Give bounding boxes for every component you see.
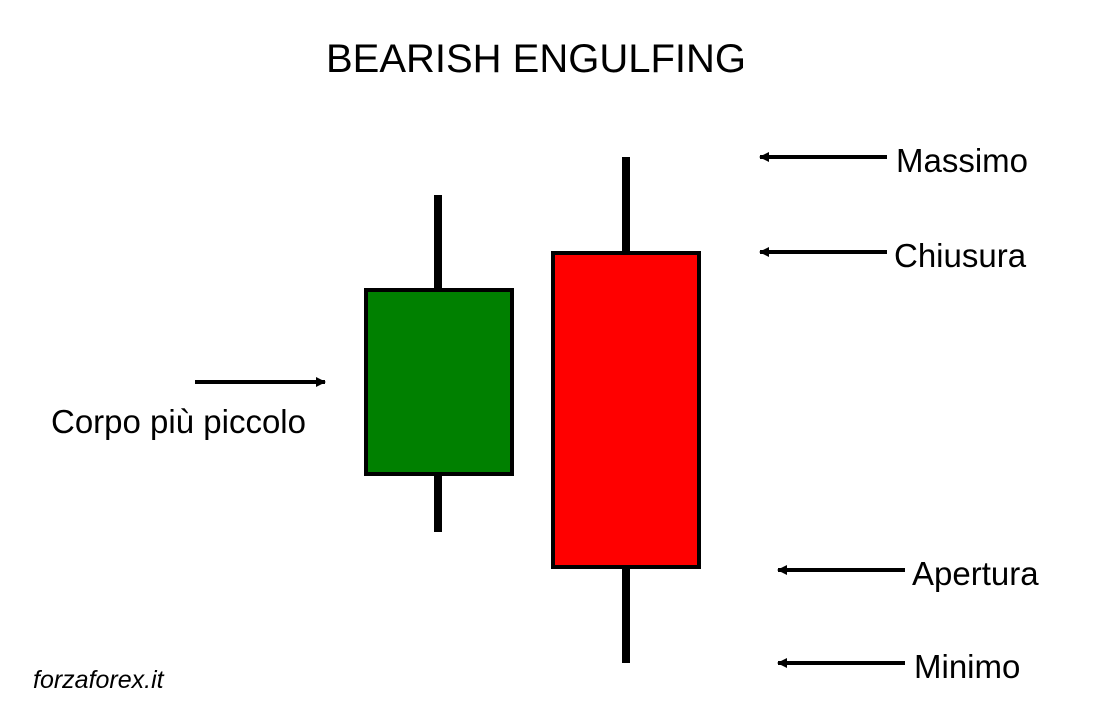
small-candle-body xyxy=(364,288,514,476)
close-label: Chiusura xyxy=(894,237,1027,274)
high-label: Massimo xyxy=(896,142,1028,179)
large-candle-body xyxy=(551,251,701,569)
low-label: Minimo xyxy=(914,648,1020,685)
large-bearish-candle xyxy=(551,157,701,663)
small-body-label: Corpo più piccolo xyxy=(51,403,306,440)
open-label: Apertura xyxy=(912,555,1039,592)
watermark-text: forzaforex.it xyxy=(33,666,165,694)
diagram-title: BEARISH ENGULFING xyxy=(326,37,746,81)
small-bullish-candle xyxy=(364,195,514,532)
